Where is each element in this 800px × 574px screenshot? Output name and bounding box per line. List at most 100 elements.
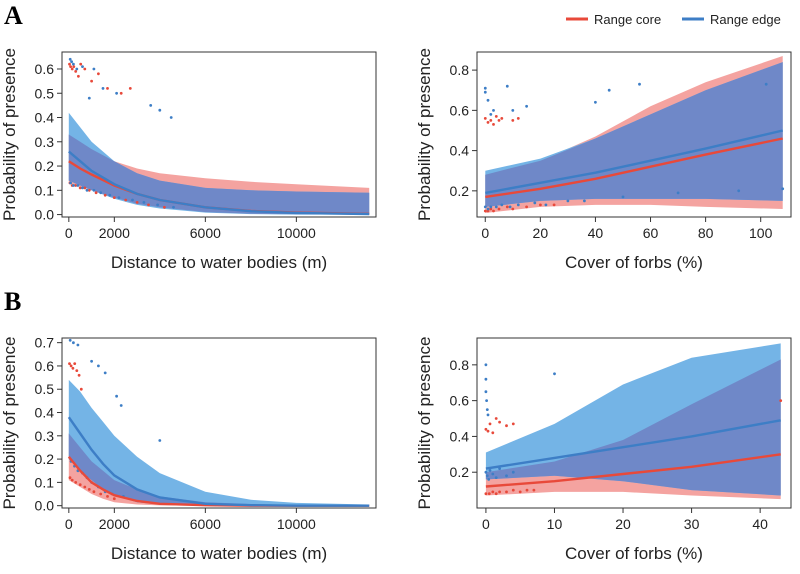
- x-tick-label: 6000: [190, 516, 221, 532]
- legend-label-edge: Range edge: [710, 12, 781, 27]
- y-tick-label: 0.7: [35, 335, 55, 351]
- data-point-edge: [103, 371, 107, 375]
- data-point-core: [505, 424, 508, 428]
- data-point-edge: [553, 372, 556, 376]
- data-point-core: [83, 485, 87, 489]
- data-point-core: [79, 62, 83, 66]
- x-tick-label: 2000: [99, 516, 130, 532]
- data-point-edge: [491, 472, 495, 476]
- plots: 0 2000 6000 100000.00.10.20.30.40.50.6Dista…: [0, 48, 792, 563]
- y-tick-label: 0.6: [35, 358, 55, 374]
- data-point-core: [68, 476, 72, 480]
- data-point-core: [498, 420, 501, 424]
- data-point-edge: [85, 188, 89, 192]
- data-point-edge: [76, 184, 80, 187]
- data-point-core: [69, 65, 72, 68]
- data-point-edge: [115, 394, 118, 398]
- fit-line-range-core: [485, 453, 781, 488]
- data-point-core: [97, 72, 100, 76]
- data-point-core: [532, 488, 536, 492]
- data-point-edge: [781, 187, 785, 191]
- data-point-edge: [516, 203, 520, 207]
- y-axis-title: Probability of presence: [0, 48, 19, 221]
- x-tick-label: 0: [481, 225, 489, 241]
- data-point-core: [779, 399, 783, 402]
- y-tick-label: 0.5: [35, 381, 55, 397]
- plot-frame: [61, 51, 377, 218]
- data-point-core: [494, 492, 498, 496]
- data-point-edge: [498, 467, 501, 470]
- data-point-edge: [494, 476, 498, 479]
- data-point-core: [78, 483, 82, 487]
- y-tick-label: 0.2: [450, 464, 470, 480]
- x-tick-label: 80: [698, 225, 714, 241]
- data-point-core: [77, 74, 80, 78]
- data-point-edge: [489, 205, 493, 209]
- y-tick-label: 0.6: [35, 61, 55, 77]
- data-point-core: [511, 207, 515, 211]
- x-tick-label: 2000: [99, 225, 130, 241]
- data-point-core: [103, 193, 107, 197]
- y-tick-label: 0.4: [450, 428, 470, 444]
- data-point-edge: [485, 408, 489, 411]
- y-axis-title: Probability of presence: [0, 337, 19, 510]
- data-point-edge: [484, 377, 488, 381]
- fit-line-range-edge: [485, 419, 781, 470]
- data-point-edge: [72, 341, 75, 345]
- x-tick-label: 6000: [190, 225, 221, 241]
- data-point-core: [497, 119, 501, 122]
- data-point-core: [70, 478, 74, 482]
- data-point-edge: [484, 363, 488, 367]
- y-tick-label: 0.4: [35, 110, 55, 126]
- data-point-edge: [505, 84, 509, 88]
- x-axis-title: Distance to water bodies (m): [111, 253, 327, 272]
- data-point-edge: [486, 207, 490, 211]
- data-point-core: [511, 422, 515, 426]
- y-axis-title: Probability of presence: [415, 48, 434, 221]
- y-tick-label: 0.0: [35, 498, 55, 514]
- data-point-core: [72, 65, 76, 68]
- panel-label-a: A: [4, 1, 23, 30]
- x-axis-title: Cover of forbs (%): [565, 253, 703, 272]
- data-point-edge: [500, 203, 504, 207]
- data-point-core: [112, 497, 116, 501]
- y-tick-label: 0.2: [450, 183, 470, 199]
- x-tick-label: 0: [65, 516, 73, 532]
- data-point-edge: [508, 205, 512, 209]
- data-point-edge: [90, 359, 93, 363]
- data-point-core: [69, 364, 73, 368]
- data-point-edge: [131, 198, 134, 202]
- data-point-edge: [156, 203, 160, 207]
- data-point-core: [525, 205, 528, 209]
- data-point-core: [78, 186, 82, 190]
- data-point-core: [163, 205, 166, 209]
- data-point-edge: [81, 65, 84, 68]
- x-tick-label: 0: [65, 225, 73, 241]
- y-tick-label: 0.4: [450, 143, 470, 159]
- data-point-edge: [485, 399, 488, 402]
- data-point-core: [75, 369, 79, 372]
- data-point-core: [94, 191, 98, 195]
- data-point-edge: [117, 196, 121, 200]
- x-tick-label: 40: [588, 225, 604, 241]
- data-point-edge: [505, 474, 508, 478]
- data-point-core: [87, 188, 91, 192]
- data-point-core: [492, 123, 495, 126]
- data-point-core: [92, 490, 96, 494]
- plot-panel-4: 0 10 20 30 40 0.2 0.4 0.6 0.8 Cover of forbs (%) P…: [415, 337, 792, 563]
- data-point-core: [99, 492, 103, 496]
- data-point-core: [87, 488, 91, 491]
- x-tick-label: 0: [482, 516, 490, 532]
- x-tick-label: 40: [752, 516, 768, 532]
- data-point-core: [491, 490, 495, 494]
- data-point-edge: [92, 67, 96, 71]
- y-tick-label: 0.8: [450, 357, 470, 373]
- plot-panel-3: 0 2000 6000 10000 0.0 0.1 0.2 0.3 0.4 0.5 0.6 0.7 Di…: [0, 335, 377, 563]
- ci-band-overlap: [485, 359, 781, 496]
- fit-line-range-edge: [68, 150, 370, 216]
- data-point-core: [486, 121, 490, 124]
- data-point-core: [74, 481, 78, 484]
- data-point-edge: [158, 108, 162, 112]
- data-point-edge: [487, 478, 491, 481]
